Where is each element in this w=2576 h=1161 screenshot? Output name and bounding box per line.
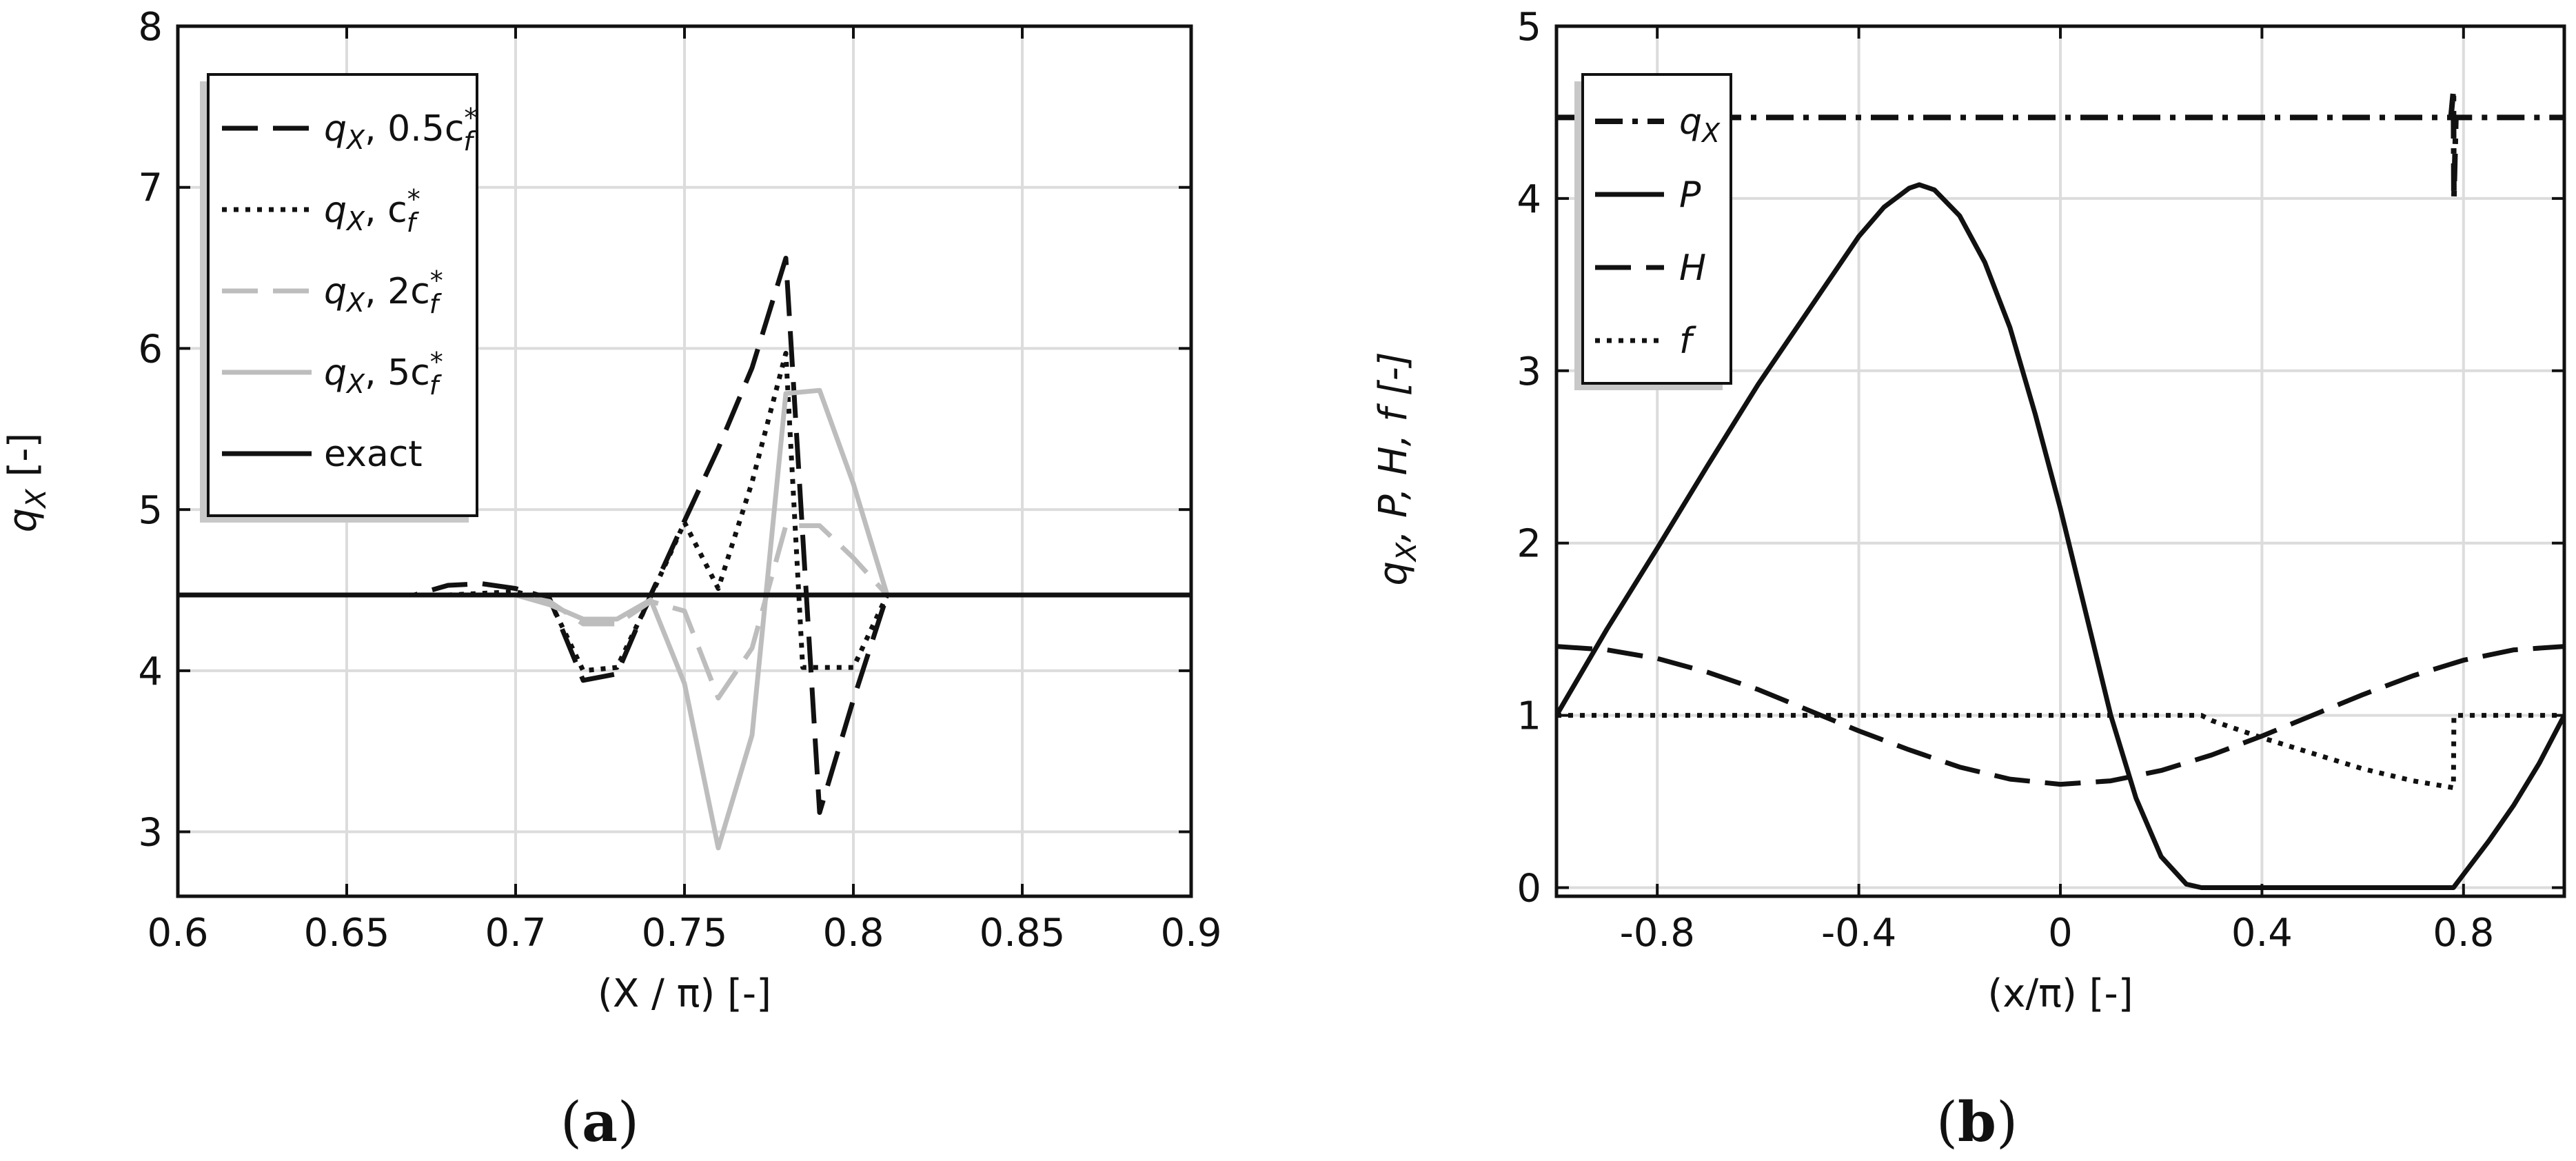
x-tick-label: 0.8 <box>2433 911 2494 956</box>
series-group-b <box>1556 87 2564 890</box>
legend-label-sup: * <box>407 184 420 214</box>
y-tick-label: 1 <box>1517 694 1541 739</box>
panel-label-a-close: ) <box>618 1090 639 1154</box>
x-tick-label: 0.85 <box>980 911 1066 956</box>
y-tick-label: 0 <box>1517 867 1541 911</box>
legend-label-main: q <box>324 190 347 231</box>
series-line-b-0 <box>1556 87 2564 201</box>
panel-label-a: (a) <box>560 1089 639 1154</box>
legend-label-text: , 5c <box>365 352 430 394</box>
legend-a: qX, 0.5c* f qX, c* f qX, 2c* f qX, 5c* f exact <box>200 73 478 523</box>
panel-label-b-letter: b <box>1958 1089 1996 1154</box>
x-tick-label: -0.8 <box>1620 911 1695 956</box>
legend-label: qX, 5c* f <box>324 347 443 401</box>
series-line-a-3 <box>178 387 1191 851</box>
series-line-b-2 <box>1556 644 2564 787</box>
legend-label-text: , 0.5c <box>365 108 464 150</box>
x-tick-label: 0 <box>2048 911 2073 956</box>
legend-label-sup: * <box>430 265 443 296</box>
y-tick-label: 3 <box>138 811 163 856</box>
ylabel-a-rest: [-] <box>1 433 45 489</box>
x-tick-label: 0.65 <box>304 911 390 956</box>
legend-label-sub: X <box>1701 118 1721 148</box>
legend-label-sup: * <box>430 347 443 377</box>
legend-label-main: q <box>324 352 347 394</box>
series-group-a <box>178 256 1191 851</box>
legend-box <box>207 73 478 517</box>
legend-label-main: P <box>1679 174 1701 216</box>
y-tick-label: 4 <box>1517 177 1541 222</box>
x-tick-label: 0.7 <box>485 911 546 956</box>
series-line-b-1 <box>1556 182 2564 890</box>
x-tick-label: 0.8 <box>822 911 884 956</box>
ylabel-b: qX, P, H, f [-] <box>1371 352 1423 585</box>
y-tick-label: 7 <box>138 166 163 211</box>
y-tick-label: 5 <box>1517 5 1541 50</box>
x-tick-label: 0.75 <box>642 911 728 956</box>
ylabel-a: qX [-] <box>1 433 52 533</box>
y-tick-label: 5 <box>138 488 163 533</box>
legend-label: H <box>1679 248 1706 289</box>
x-tick-label: 0.4 <box>2231 911 2293 956</box>
legend-label-main: exact <box>324 434 423 475</box>
ylabel-b-main: q <box>1371 561 1416 586</box>
legend-label: qX, 2c* f <box>324 265 443 319</box>
ylabel-a-sub: X <box>21 488 52 509</box>
legend-label-sub: X <box>345 369 365 399</box>
panel-label-a-open: ( <box>560 1090 582 1154</box>
legend-label-sup: * <box>464 103 477 133</box>
legend-label-sub: X <box>345 125 365 155</box>
ylabel-b-rest: , P, H, f [-] <box>1371 352 1416 542</box>
ylabel-b-sub: X <box>1391 541 1423 563</box>
y-tick-label: 6 <box>138 327 163 372</box>
y-tick-label: 4 <box>138 649 163 694</box>
series-line-a-0 <box>178 256 1191 815</box>
xlabel-b: (x/π) [-] <box>1987 971 2133 1016</box>
y-tick-label: 8 <box>138 5 163 50</box>
panel-label-a-letter: a <box>582 1089 618 1154</box>
x-tick-label: -0.4 <box>1821 911 1896 956</box>
x-tick-label: 0.6 <box>147 911 208 956</box>
y-tick-label: 2 <box>1517 522 1541 567</box>
ylabel-a-main: q <box>1 508 45 533</box>
legend-label: qX, c* f <box>324 184 420 238</box>
legend-label-text: , 2c <box>365 271 430 312</box>
ticks-b: -0.8 -0.4 0 0.4 0.8 0 1 2 3 4 5 <box>1517 5 2564 956</box>
x-tick-label: 0.9 <box>1160 911 1221 956</box>
legend-label-main: q <box>324 271 347 312</box>
legend-label-text: , c <box>365 190 407 231</box>
panel-label-b-close: ) <box>1996 1090 2018 1154</box>
legend-label-main: q <box>324 108 347 150</box>
xlabel-a: (X / π) [-] <box>598 971 771 1016</box>
series-line-b-3 <box>1556 713 2564 791</box>
legend-label-main: H <box>1679 248 1706 289</box>
legend-label: qX <box>1679 101 1721 148</box>
panel-label-b: (b) <box>1936 1089 2018 1154</box>
legend-label: P <box>1679 174 1701 216</box>
legend-label: exact <box>324 434 423 475</box>
legend-label-sub: X <box>345 287 365 318</box>
ticks-a: 0.6 0.65 0.7 0.75 0.8 0.85 0.9 3 4 5 6 7 8 <box>138 5 1221 956</box>
legend-label: qX, 0.5c* f <box>324 103 477 157</box>
legend-label-main: q <box>1679 101 1702 143</box>
legend-box <box>1581 73 1732 385</box>
panel-label-b-open: ( <box>1936 1090 1958 1154</box>
y-tick-label: 3 <box>1517 350 1541 394</box>
legend-label-sub: X <box>345 206 365 236</box>
